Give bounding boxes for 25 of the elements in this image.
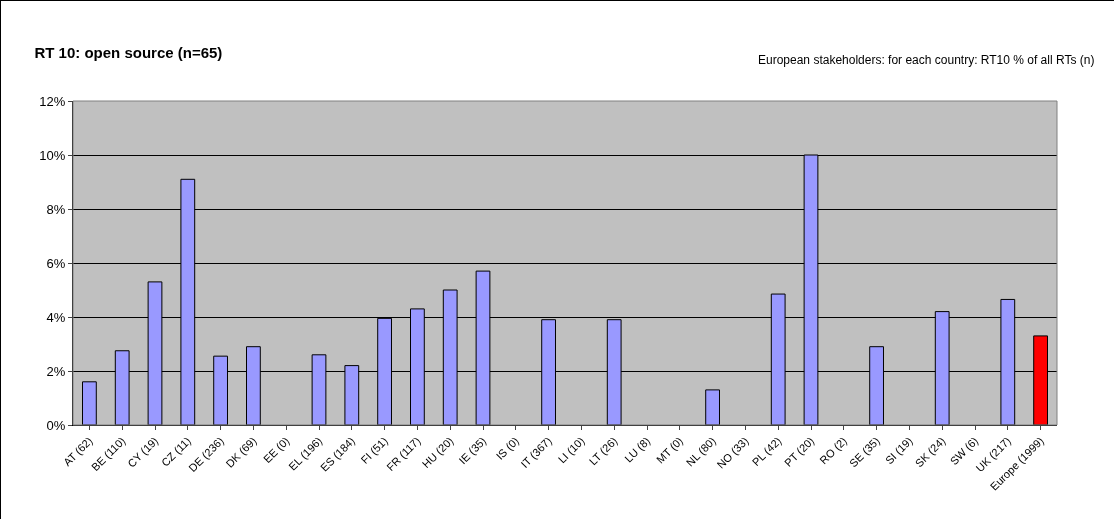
x-tick-label: IS (0)	[493, 434, 522, 463]
y-tick-label: 2%	[46, 363, 66, 379]
x-tick-label: SE (35)	[847, 434, 882, 470]
x-tick-label: IE (35)	[456, 434, 489, 467]
chart-title: RT 10: open source (n=65)	[34, 44, 223, 62]
x-tick-label: MT (0)	[653, 434, 686, 466]
chart-subtitle: European stakeholders: for each country: RT10 % of all RTs (n)	[758, 53, 1095, 67]
x-tick-label: RO (2)	[817, 434, 850, 467]
x-tick-label: PT (20)	[782, 434, 817, 469]
bar	[82, 381, 97, 425]
y-tick-label: 0%	[46, 417, 66, 433]
y-tick-label: 4%	[46, 309, 66, 325]
x-tick-label: LU (8)	[622, 434, 653, 465]
y-tick-label: 10%	[39, 147, 66, 163]
bar	[705, 389, 720, 425]
y-tick-label: 12%	[39, 93, 66, 109]
x-tick-label: LI (10)	[555, 434, 587, 466]
x-tick-label: PL (42)	[749, 434, 784, 469]
x-tick-label: SK (24)	[912, 434, 948, 470]
x-tick-label: NL (80)	[683, 434, 718, 469]
y-tick-label: 6%	[46, 255, 66, 271]
y-tick-label: 8%	[46, 201, 66, 217]
x-tick-label: SI (19)	[882, 434, 915, 467]
x-tick-label: CY (19)	[125, 434, 161, 470]
x-tick-label: LT (26)	[586, 434, 620, 468]
